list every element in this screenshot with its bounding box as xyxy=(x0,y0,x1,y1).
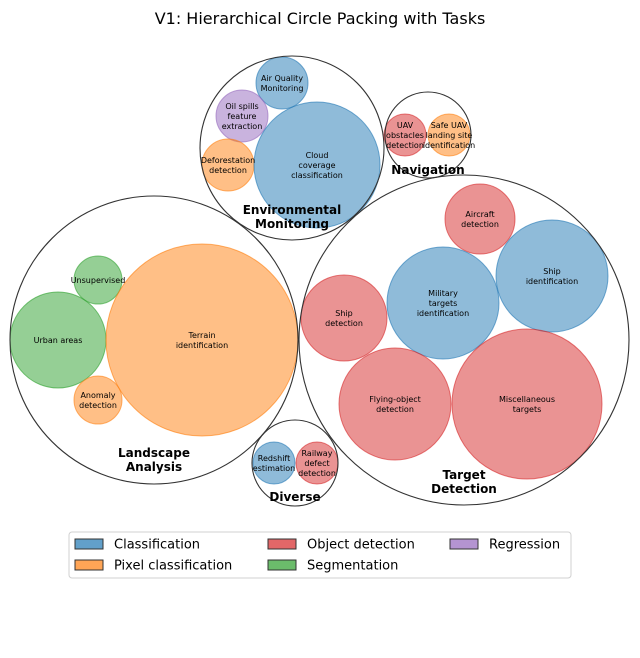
task-label-ship-identification: Ship identification xyxy=(526,267,578,286)
task-label-aircraft-detection: Aircraft detection xyxy=(461,210,499,229)
group-landscape-tasks xyxy=(9,243,299,437)
task-label-ship-detection: Ship detection xyxy=(325,309,363,328)
group-label-landscape: Landscape Analysis xyxy=(118,446,190,474)
task-label-terrain-identification: Terrain identification xyxy=(176,331,228,350)
legend-frame xyxy=(68,531,572,579)
task-label-military-targets-identification: Military targets identification xyxy=(417,289,469,318)
legend-entry-segmentation: Segmentation xyxy=(267,559,398,574)
legend-label-classification: Classification xyxy=(114,538,200,553)
task-circle-anomaly-detection xyxy=(73,375,123,425)
task-label-air-quality-monitoring: Air Quality Monitoring xyxy=(261,74,304,93)
legend-swatch-classification xyxy=(74,538,104,550)
legend-entry-pixel-classification: Pixel classification xyxy=(74,559,232,574)
group-landscape-task-labels: Unsupervised Urban areas Anomaly detection T… xyxy=(34,276,229,410)
group-navigation-tasks xyxy=(383,113,471,157)
group-label-environmental: Environmental Monitoring xyxy=(243,203,342,231)
group-outline-target xyxy=(298,174,630,506)
task-label-anomaly-detection: Anomaly detection xyxy=(79,391,117,410)
task-circle-ship-identification xyxy=(495,219,609,333)
group-landscape: Unsupervised Urban areas Anomaly detection T… xyxy=(9,195,299,485)
task-label-urban-areas: Urban areas xyxy=(34,336,83,345)
task-label-safe-uav-landing-site-identification: Safe UAV landing site identification xyxy=(423,121,475,150)
group-outline-environmental xyxy=(199,55,385,241)
task-circle-unsupervised xyxy=(73,255,123,305)
task-circle-oil-spills-feature-extraction xyxy=(215,89,269,143)
groups-layer: Air Quality Monitoring Oil spills feature ex… xyxy=(9,55,630,507)
legend-entry-classification: Classification xyxy=(74,538,200,553)
group-label-navigation: Navigation xyxy=(391,163,464,177)
legend-entry-regression: Regression xyxy=(449,538,560,553)
group-target-tasks xyxy=(300,183,609,480)
diagram-title: V1: Hierarchical Circle Packing with Tas… xyxy=(155,9,486,28)
task-label-unsupervised: Unsupervised xyxy=(71,276,126,285)
task-label-flying-object-detection: Flying-object detection xyxy=(369,395,421,414)
group-outline-diverse xyxy=(251,419,339,507)
task-circle-cloud-coverage-classification xyxy=(253,101,381,229)
group-environmental-tasks xyxy=(201,56,381,229)
task-label-cloud-coverage-classification: Cloud coverage classification xyxy=(291,151,343,180)
legend-label-regression: Regression xyxy=(489,538,560,553)
task-circle-redshift-estimation xyxy=(252,441,296,485)
legend-label-object-detection: Object detection xyxy=(307,538,415,553)
task-label-railway-defect-detection: Railway defect detection xyxy=(298,449,336,478)
legend-label-segmentation: Segmentation xyxy=(307,559,398,574)
task-circle-uav-obstacles-detection xyxy=(383,113,427,157)
task-circle-safe-uav-landing-site-identification xyxy=(427,113,471,157)
task-circle-miscellaneous-targets xyxy=(451,328,603,480)
group-label-target: Target Detection xyxy=(431,468,497,496)
task-circle-military-targets-identification xyxy=(386,246,500,360)
task-label-deforestation-detection: Deforestation detection xyxy=(201,156,255,175)
legend-swatch-pixel-classification xyxy=(74,559,104,571)
legend-label-pixel-classification: Pixel classification xyxy=(114,559,232,574)
legend: Classification Pixel classification Object… xyxy=(68,531,572,579)
task-label-miscellaneous-targets: Miscellaneous targets xyxy=(499,395,555,414)
task-label-oil-spills-feature-extraction: Oil spills feature extraction xyxy=(222,102,263,131)
task-label-redshift-estimation: Redshift estimation xyxy=(253,454,295,473)
group-outline-navigation xyxy=(384,91,472,179)
group-label-diverse: Diverse xyxy=(269,490,320,504)
legend-swatch-segmentation xyxy=(267,559,297,571)
legend-swatch-object-detection xyxy=(267,538,297,550)
task-circle-aircraft-detection xyxy=(444,183,516,255)
group-environmental: Air Quality Monitoring Oil spills feature ex… xyxy=(199,55,385,241)
group-target-task-labels: Aircraft detection Ship identification Milit… xyxy=(325,210,578,414)
legend-swatch-regression xyxy=(449,538,479,550)
group-target: Aircraft detection Ship identification Milit… xyxy=(298,174,630,506)
group-outline-landscape xyxy=(9,195,299,485)
task-label-uav-obstacles-detection: UAV obstacles detection xyxy=(386,121,424,150)
group-environmental-task-labels: Air Quality Monitoring Oil spills feature ex… xyxy=(201,74,343,180)
task-circle-flying-object-detection xyxy=(338,347,452,461)
legend-entry-object-detection: Object detection xyxy=(267,538,415,553)
